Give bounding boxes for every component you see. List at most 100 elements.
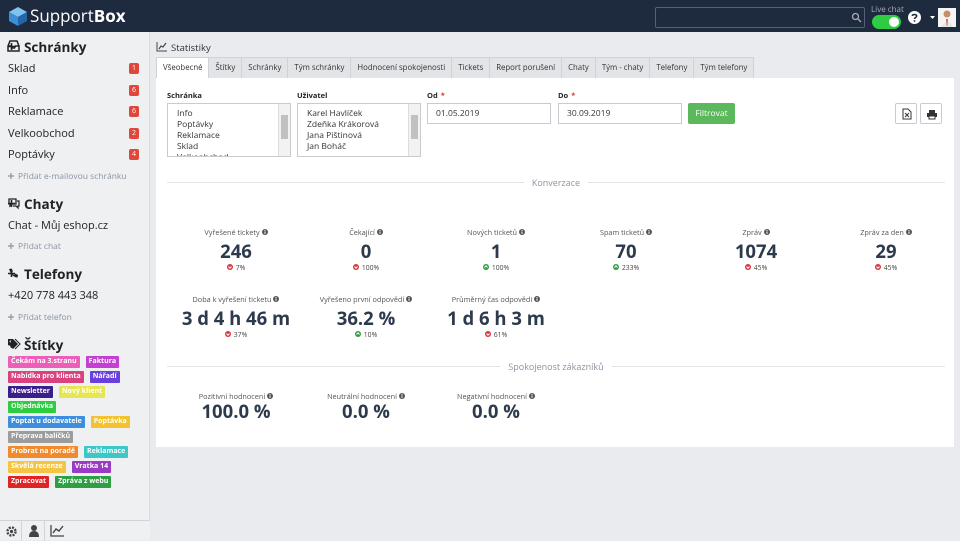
add-link[interactable]: Přidat telefon [8,307,149,328]
sidebar-item[interactable]: Info 6 [8,80,149,102]
sidebar-item[interactable]: Poptávky 4 [8,144,149,166]
sidebar-item[interactable]: +420 778 443 348 [8,285,149,307]
tag[interactable]: Nabídka pro klienta [8,370,84,383]
tab[interactable]: Tickets [451,57,491,78]
info-icon[interactable] [261,229,268,235]
sidebar-item[interactable]: Chat - Můj eshop.cz [8,215,149,237]
scroll-thumb[interactable] [411,115,418,139]
required-mark: * [571,91,576,101]
scrollbar[interactable] [408,104,420,156]
info-icon[interactable] [646,229,653,235]
date-input[interactable]: 30.09.2019 [558,103,682,124]
stat-label: Nových ticketů [431,228,561,238]
sidebar: Schránky Sklad 1 Info 6 Reklamace 6 Velkoobchod… [0,32,150,540]
multi-select[interactable]: InfoPoptávkyReklamaceSkladVelkoobchod [167,103,291,157]
tab[interactable]: Tým schránky [287,57,352,78]
sidebar-section: Chaty Chat - Můj eshop.cz Přidat chat [8,193,149,258]
stat-label-text: Negativní hodnocení [456,392,527,402]
tab[interactable]: Hodnocení spokojenosti [350,57,453,78]
avatar[interactable] [938,8,956,27]
sidebar-item[interactable]: Velkoobchod 2 [8,123,149,145]
info-icon[interactable] [267,393,274,399]
print-button[interactable] [920,103,942,124]
stat-change: 45% [821,263,951,273]
live-chat-toggle[interactable] [872,15,901,29]
info-icon[interactable] [905,229,912,235]
user-icon[interactable] [29,525,39,537]
info-icon[interactable] [406,296,413,302]
tag[interactable]: Poptat u dodavatele [8,415,85,428]
add-link[interactable]: Přidat chat [8,236,149,257]
date-input[interactable]: 01.05.2019 [427,103,551,124]
sidebar-item[interactable]: Sklad 1 [8,58,149,80]
select-option[interactable]: Poptávky [177,119,214,130]
tag[interactable]: Skvělá recenze [8,460,66,473]
info-icon[interactable] [534,296,541,302]
trend-icon [224,331,231,337]
stat-value: 1074 [734,239,778,264]
select-option[interactable]: Jana Pištinová [307,130,362,141]
tab[interactable]: Tým telefony [693,57,755,78]
stat-value: 1 d 6 h 3 m [447,306,545,331]
stat-label-text: Zpráv za den [860,228,904,238]
tag[interactable]: Poptávka [90,415,130,428]
filter-button[interactable]: Filtrovat [688,103,735,124]
stats-icon[interactable] [50,525,64,537]
tab[interactable]: Report porušení [489,57,563,78]
select-option[interactable]: Karel Havlíček [307,108,363,119]
tag[interactable]: Reklamace [83,445,129,458]
scroll-thumb[interactable] [281,115,288,139]
tag[interactable]: Faktura [85,355,120,368]
add-button[interactable] [8,199,15,207]
select-option[interactable]: Velkoobchod [177,152,290,156]
select-option[interactable]: Sklad [177,141,199,152]
add-link[interactable]: Přidat e-mailovou schránku [8,166,149,187]
caret[interactable] [930,16,935,19]
tab[interactable]: Telefony [649,57,695,78]
select-option[interactable]: Zdeňka Krákorová [307,119,379,130]
tag[interactable]: Objednávka [8,400,57,413]
tag[interactable]: Vratka 14 [71,460,112,473]
info-icon[interactable] [398,393,405,399]
add-button[interactable] [8,270,15,277]
tab[interactable]: Všeobecné [156,57,210,78]
settings-icon[interactable] [6,526,17,537]
logo[interactable]: SupportBox [30,6,126,26]
export-button[interactable] [895,103,917,124]
item-name: +420 778 443 348 [8,288,99,303]
stat-change-text: 7% [235,263,246,272]
add-button[interactable] [8,43,15,50]
tag[interactable]: Čekám na 3.stranu [8,355,80,368]
tag[interactable]: Probrat na poradě [8,445,78,458]
multi-select[interactable]: Karel Havlíček Zdeňka Krákorová Jana Pišti… [297,103,421,157]
tab[interactable]: Schránky [241,57,289,78]
tab[interactable]: Chaty [561,57,596,78]
tag[interactable]: Newsletter [8,385,53,398]
tab[interactable]: Tým - chaty [594,57,651,78]
label-text: Do [558,91,569,101]
plus-icon [8,243,14,249]
stat-value: 0.0 % [472,399,520,424]
sidebar-section: Schránky Sklad 1 Info 6 Reklamace 6 Velkoobchod… [7,36,149,187]
sidebar-item[interactable]: Reklamace 6 [8,101,149,123]
info-icon[interactable] [519,229,525,235]
tag[interactable]: Nářadí [89,370,120,383]
select-option[interactable]: Info [177,108,193,119]
stat-label: Vyřešené tickety [171,228,301,238]
search-input[interactable] [655,7,865,28]
tab[interactable]: Štítky [208,57,243,78]
tag[interactable]: Nový klient [58,385,106,398]
info-icon[interactable] [529,393,535,399]
tag[interactable]: Zpracovat [8,475,50,488]
select-option[interactable]: Reklamace [177,130,220,141]
select-option[interactable]: Jan Boháč [307,141,347,152]
tag[interactable]: Zpráva z webu [55,475,112,488]
info-icon[interactable] [376,229,383,235]
info-icon[interactable] [273,296,280,302]
info-icon[interactable] [763,229,770,235]
stat-change-text: 10% [363,330,378,339]
add-button[interactable] [8,340,15,348]
tag[interactable]: Přeprava balíčků [8,430,74,443]
help-icon[interactable] [908,11,921,24]
scrollbar[interactable] [278,104,290,156]
